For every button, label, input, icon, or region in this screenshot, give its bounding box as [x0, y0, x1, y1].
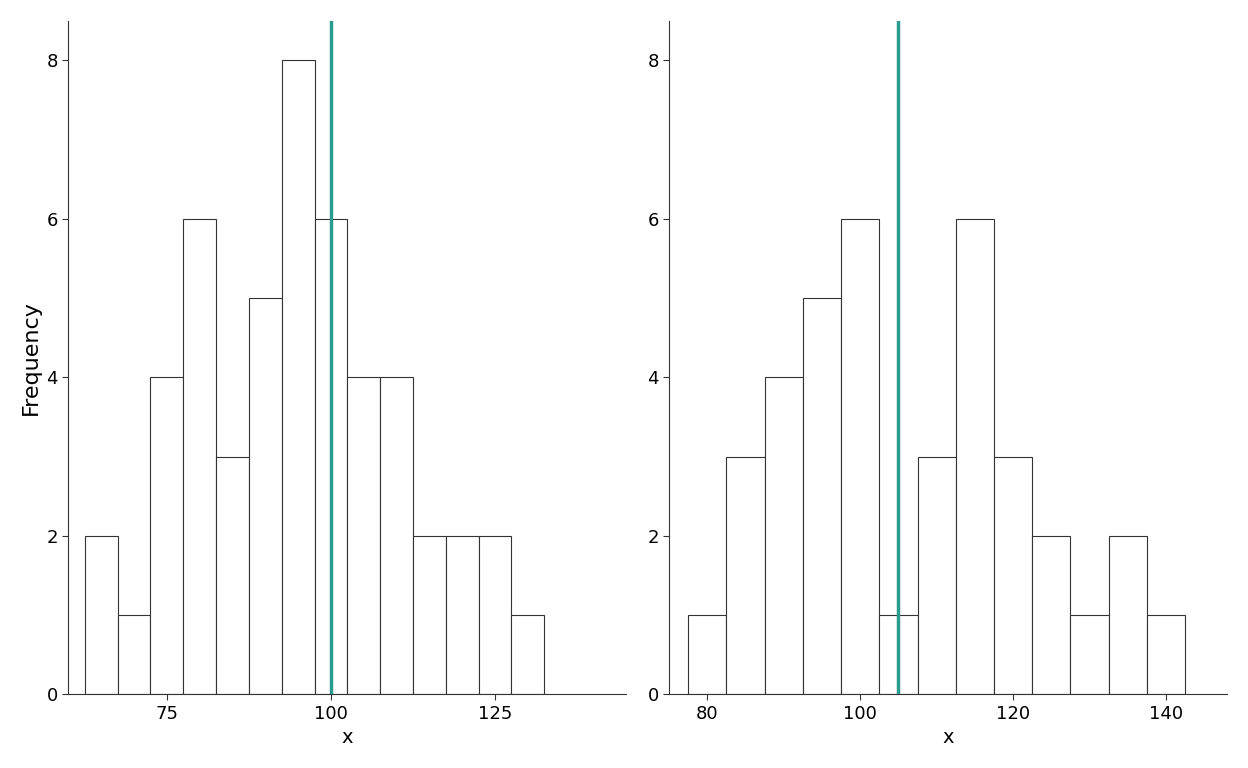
FancyBboxPatch shape — [150, 377, 183, 694]
FancyBboxPatch shape — [479, 536, 512, 694]
FancyBboxPatch shape — [993, 456, 1032, 694]
FancyBboxPatch shape — [1147, 615, 1186, 694]
FancyBboxPatch shape — [512, 615, 544, 694]
FancyBboxPatch shape — [183, 219, 216, 694]
X-axis label: x: x — [942, 728, 953, 747]
FancyBboxPatch shape — [117, 615, 150, 694]
FancyBboxPatch shape — [1071, 615, 1108, 694]
X-axis label: x: x — [342, 728, 353, 747]
FancyBboxPatch shape — [917, 456, 956, 694]
FancyBboxPatch shape — [1108, 536, 1147, 694]
FancyBboxPatch shape — [85, 536, 117, 694]
FancyBboxPatch shape — [381, 377, 413, 694]
FancyBboxPatch shape — [1032, 536, 1071, 694]
FancyBboxPatch shape — [446, 536, 479, 694]
FancyBboxPatch shape — [765, 377, 802, 694]
FancyBboxPatch shape — [802, 298, 841, 694]
FancyBboxPatch shape — [216, 456, 248, 694]
FancyBboxPatch shape — [688, 615, 726, 694]
FancyBboxPatch shape — [880, 615, 917, 694]
FancyBboxPatch shape — [726, 456, 765, 694]
FancyBboxPatch shape — [248, 298, 282, 694]
FancyBboxPatch shape — [314, 219, 347, 694]
Y-axis label: Frequency: Frequency — [21, 300, 41, 415]
FancyBboxPatch shape — [282, 61, 314, 694]
FancyBboxPatch shape — [413, 536, 446, 694]
FancyBboxPatch shape — [347, 377, 381, 694]
FancyBboxPatch shape — [956, 219, 993, 694]
FancyBboxPatch shape — [841, 219, 880, 694]
